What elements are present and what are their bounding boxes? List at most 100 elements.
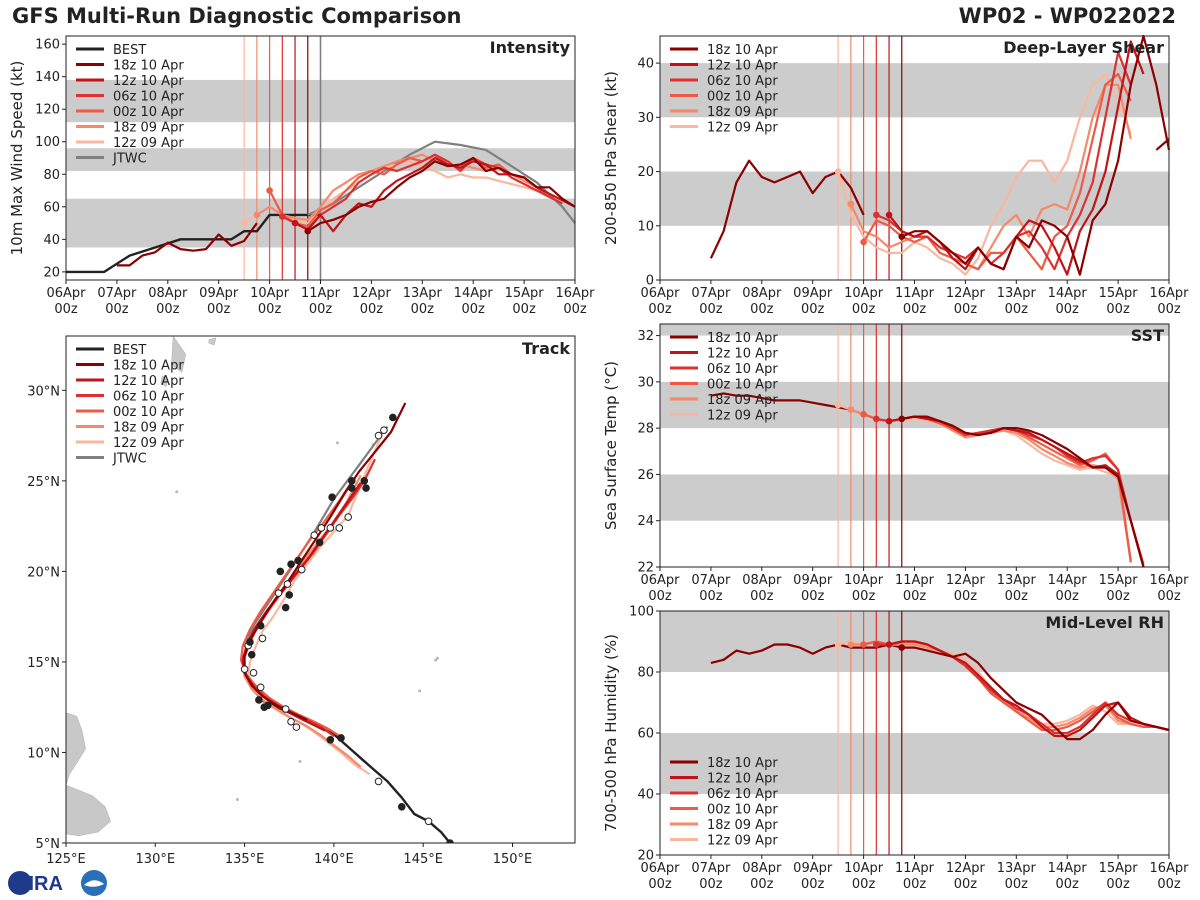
intensity-init-point <box>253 211 261 219</box>
track-xtick-label: 135°E <box>225 852 265 867</box>
intensity-xtick-label: 10Apr <box>250 286 290 301</box>
sst-xtick-label: 07Apr <box>691 573 731 588</box>
track-frame <box>65 335 576 844</box>
shear-xtick-label: 11Apr <box>895 286 935 301</box>
intensity-xtick-label: 06Apr <box>46 286 86 301</box>
shear-ytick-label: 20 <box>637 165 654 180</box>
rh-xtick-label: 14Apr <box>1048 861 1088 876</box>
rh-ytick-label: 40 <box>637 788 654 803</box>
intensity-legend-label: 18z 10 Apr <box>113 59 184 74</box>
intensity-xtick-sublabel: 00z <box>462 302 486 317</box>
sst-xtick-sublabel: 00z <box>801 589 825 604</box>
intensity-init-point <box>279 213 286 220</box>
rh-legend-label: 18z 10 Apr <box>707 756 778 771</box>
track-legend-label: 12z 09 Apr <box>113 436 184 451</box>
track-marker <box>317 524 326 532</box>
shear-xtick-sublabel: 00z <box>648 302 672 317</box>
intensity-xtick-label: 15Apr <box>505 286 545 301</box>
intensity-xtick-label: 13Apr <box>403 286 443 301</box>
track-series-line <box>243 402 407 721</box>
sst-xtick-sublabel: 00z <box>852 589 876 604</box>
sst-legend-label: 18z 10 Apr <box>707 331 778 346</box>
rh-xtick-label: 09Apr <box>793 861 833 876</box>
shear-series-line <box>1155 138 1170 151</box>
sst-legend-label: 12z 10 Apr <box>707 347 778 362</box>
intensity-xtick-label: 12Apr <box>352 286 392 301</box>
intensity-xtick-sublabel: 00z <box>360 302 384 317</box>
sst-series-line <box>888 415 1145 568</box>
shear-ytick-label: 40 <box>637 57 654 72</box>
track-marker <box>297 565 306 574</box>
intensity-xtick-sublabel: 00z <box>563 302 587 317</box>
intensity-xtick-label: 16Apr <box>555 286 595 301</box>
track-marker <box>256 621 265 630</box>
intensity-xtick-sublabel: 00z <box>512 302 536 317</box>
track-marker <box>260 703 269 711</box>
sst-xtick-label: 14Apr <box>1048 573 1088 588</box>
rh-xtick-label: 12Apr <box>946 861 986 876</box>
intensity-xtick-sublabel: 00z <box>156 302 180 317</box>
sst-xtick-sublabel: 00z <box>903 589 927 604</box>
track-marker <box>281 705 290 713</box>
shear-init-point <box>860 238 867 246</box>
track-marker <box>360 477 369 485</box>
rh-xtick-sublabel: 00z <box>903 877 927 892</box>
rh-title: Mid-Level RH <box>1045 613 1164 632</box>
track-marker <box>424 817 433 826</box>
intensity-series-line <box>66 213 321 274</box>
shear-xtick-label: 07Apr <box>691 286 731 301</box>
intensity-ytick-label: 160 <box>35 38 60 53</box>
sst-title: SST <box>1131 326 1164 345</box>
rh-legend-label: 00z 10 Apr <box>707 803 778 818</box>
track-marker <box>335 524 344 532</box>
track-ytick-label: 25°N <box>27 475 60 490</box>
shear-init-point <box>885 211 893 219</box>
sst-ytick-label: 24 <box>637 514 654 529</box>
cira-logo-swoosh <box>84 880 104 887</box>
shear-init-point <box>847 200 855 208</box>
rh-xtick-label: 10Apr <box>844 861 884 876</box>
intensity-series-line <box>116 222 258 267</box>
intensity-title: Intensity <box>490 38 571 57</box>
track-marker <box>240 665 249 673</box>
intensity-xtick-label: 09Apr <box>199 286 239 301</box>
shear-band-0 <box>660 171 1169 226</box>
shear-ylabel: 200-850 hPa Shear (kt) <box>602 71 620 245</box>
rh-init-point <box>873 641 880 648</box>
sst-xtick-sublabel: 00z <box>699 589 723 604</box>
rh-series-line <box>901 646 1170 741</box>
rh-xtick-sublabel: 00z <box>801 877 825 892</box>
intensity-ytick-label: 20 <box>43 265 60 280</box>
track-marker <box>292 723 301 731</box>
track-chart: 125°E 130°E 135°E 140°E 145°E 150°E 5°N 10°N 15°… <box>27 335 576 867</box>
rh-legend-label: 06z 10 Apr <box>707 787 778 802</box>
intensity-legend-label: BEST <box>113 43 146 58</box>
track-marker <box>347 477 356 485</box>
shear-xtick-sublabel: 00z <box>1005 302 1029 317</box>
intensity-ytick-label: 80 <box>43 168 60 183</box>
shear-ytick-label: 0 <box>646 274 654 289</box>
track-legend-label: JTWC <box>112 452 147 467</box>
track-marker <box>256 683 265 692</box>
rh-xtick-label: 13Apr <box>997 861 1037 876</box>
sst-xtick-label: 11Apr <box>895 573 935 588</box>
rh-xtick-label: 11Apr <box>895 861 935 876</box>
track-ytick-label: 10°N <box>27 746 60 761</box>
shear-legend-label: 18z 09 Apr <box>707 105 778 120</box>
track-marker <box>337 734 345 742</box>
track-marker <box>328 493 336 501</box>
intensity-xtick-label: 07Apr <box>97 286 137 301</box>
figure-title: GFS Multi-Run Diagnostic Comparison <box>12 4 462 28</box>
shear-xtick-label: 15Apr <box>1099 286 1139 301</box>
track-marker <box>380 426 388 434</box>
track-island <box>298 760 302 764</box>
rh-legend-label: 12z 10 Apr <box>707 772 778 787</box>
sst-xtick-label: 15Apr <box>1099 573 1139 588</box>
sst-ytick-label: 30 <box>637 375 654 390</box>
rh-xtick-label: 15Apr <box>1099 861 1139 876</box>
rh-band-0 <box>660 733 1169 794</box>
shear-xtick-sublabel: 00z <box>1056 302 1080 317</box>
shear-init-point <box>873 211 880 219</box>
sst-xtick-label: 16Apr <box>1149 573 1189 588</box>
